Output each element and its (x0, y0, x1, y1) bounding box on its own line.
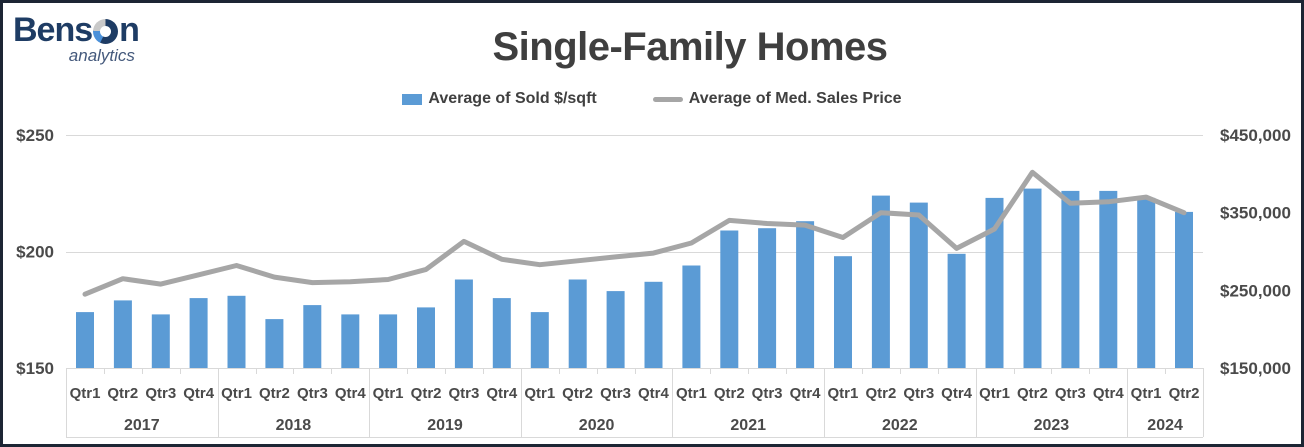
legend-label-med-sales-price: Average of Med. Sales Price (688, 90, 902, 107)
quarter-label: Qtr3 (297, 385, 328, 402)
quarter-label: Qtr1 (524, 385, 555, 402)
quarter-label: Qtr2 (1017, 385, 1048, 402)
quarter-label: Qtr2 (714, 385, 745, 402)
quarter-label: Qtr3 (448, 385, 479, 402)
logo-pie-chart-icon (93, 19, 119, 44)
price-line (82, 169, 1187, 297)
legend-bar-swatch-icon (402, 93, 423, 105)
quarter-label: Qtr3 (903, 385, 934, 402)
right-axis-tick-label: $350,000 (1220, 204, 1291, 223)
benson-analytics-logo: Bens n analytics (13, 11, 140, 66)
bar (151, 314, 170, 368)
quarter-label: Qtr2 (865, 385, 896, 402)
bar (796, 221, 815, 368)
bar (1099, 190, 1118, 368)
year-label: 2022 (882, 417, 918, 434)
right-axis-tick-label: $250,000 (1220, 281, 1291, 300)
quarter-label: Qtr2 (259, 385, 290, 402)
logo-text-prefix: Bens (13, 11, 93, 49)
quarter-label: Qtr4 (335, 385, 367, 402)
logo-tagline: analytics (68, 46, 135, 66)
quarter-label: Qtr3 (1055, 385, 1086, 402)
left-axis-tick-label: $200 (16, 243, 54, 262)
bar (113, 300, 132, 368)
legend-label-sold-sqft: Average of Sold $/sqft (428, 90, 597, 107)
quarter-label: Qtr2 (107, 385, 138, 402)
quarter-label: Qtr1 (676, 385, 707, 402)
bar (76, 312, 94, 368)
year-label: 2023 (1034, 417, 1070, 434)
logo-wordmark: Bens n (13, 11, 140, 49)
year-label: 2020 (579, 417, 615, 434)
bar (530, 312, 549, 368)
quarter-label: Qtr1 (979, 385, 1010, 402)
bar (909, 202, 928, 368)
legend-line-swatch-icon (652, 96, 683, 102)
bar (379, 314, 398, 368)
quarter-label: Qtr4 (638, 385, 670, 402)
legend-item-med-sales-price: Average of Med. Sales Price (652, 90, 902, 108)
bar (682, 265, 701, 368)
bar (265, 319, 284, 368)
year-label: 2018 (276, 417, 312, 434)
bar (1061, 190, 1080, 368)
bar (985, 197, 1004, 368)
bar (606, 291, 625, 368)
bar (871, 195, 890, 368)
bar (1137, 197, 1156, 368)
quarter-label: Qtr3 (600, 385, 631, 402)
bar (454, 279, 473, 368)
right-axis-tick-label: $150,000 (1220, 359, 1291, 378)
quarter-label: Qtr1 (221, 385, 252, 402)
bar (644, 281, 663, 368)
chart-title: Single-Family Homes (492, 25, 888, 69)
bar (1023, 188, 1042, 368)
logo-text-suffix: n (119, 11, 140, 49)
left-axis-tick-label: $250 (16, 126, 54, 145)
quarter-label: Qtr4 (183, 385, 215, 402)
quarter-label: Qtr4 (790, 385, 822, 402)
quarter-label: Qtr4 (486, 385, 518, 402)
bar (417, 307, 435, 368)
bar (341, 314, 360, 368)
bar (227, 295, 246, 368)
bar (720, 230, 739, 368)
right-axis-tick-label: $450,000 (1220, 126, 1291, 145)
quarter-label: Qtr3 (752, 385, 783, 402)
bar (947, 253, 966, 368)
quarter-label: Qtr4 (941, 385, 973, 402)
year-label: 2021 (730, 417, 766, 434)
bar (568, 279, 587, 368)
quarter-label: Qtr3 (145, 385, 176, 402)
quarter-label: Qtr4 (1093, 385, 1125, 402)
bar (834, 256, 852, 368)
legend-item-sold-sqft: Average of Sold $/sqft (402, 90, 597, 108)
quarter-label: Qtr1 (827, 385, 858, 402)
quarter-label: Qtr1 (1131, 385, 1162, 402)
year-label: 2024 (1147, 417, 1183, 434)
bar (492, 298, 511, 368)
quarter-label: Qtr1 (373, 385, 404, 402)
bar (758, 228, 777, 368)
year-label: 2019 (427, 417, 463, 434)
quarter-label: Qtr2 (411, 385, 442, 402)
bar (1175, 211, 1193, 368)
bar (189, 298, 208, 368)
logo-pie-hole (100, 26, 112, 37)
quarter-label: Qtr2 (1169, 385, 1200, 402)
quarter-label: Qtr2 (562, 385, 593, 402)
bar (303, 305, 322, 368)
chart-legend: Average of Sold $/sqft Average of Med. S… (3, 90, 1301, 108)
year-label: 2017 (124, 417, 160, 434)
left-axis-tick-label: $150 (16, 359, 54, 378)
quarter-label: Qtr1 (70, 385, 101, 402)
